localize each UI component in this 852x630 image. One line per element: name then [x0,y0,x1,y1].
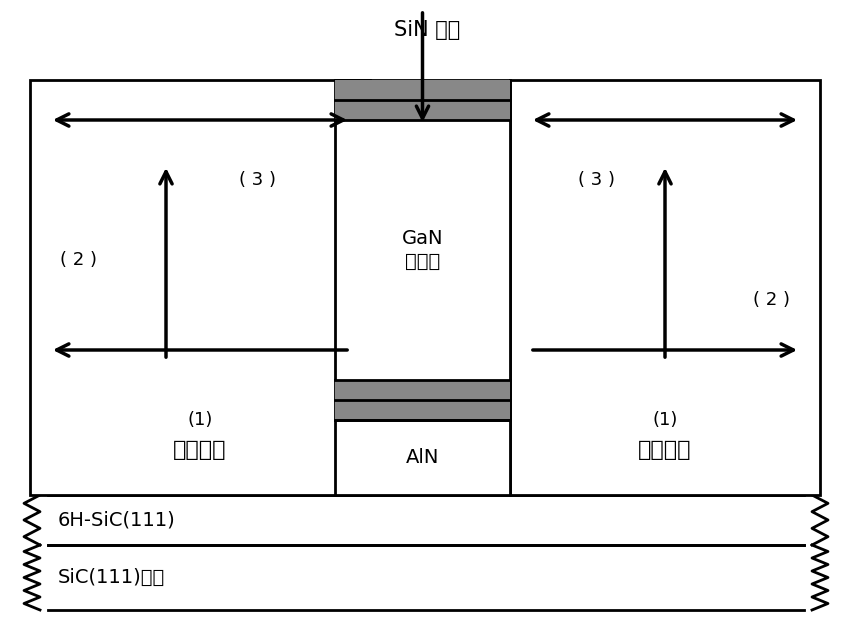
Text: AlN: AlN [406,448,439,467]
Bar [335,80,510,100]
Bar [335,80,510,495]
Text: (1): (1) [653,411,677,429]
Text: 悬挂生长: 悬挂生长 [173,440,227,460]
Text: 6H-SiC(111): 6H-SiC(111) [58,510,176,529]
Bar [30,80,370,495]
Bar [335,400,510,420]
Bar [335,100,510,120]
Text: SiN 掩膜: SiN 掩膜 [394,20,461,40]
Bar [510,80,820,495]
Text: 悬挂生长: 悬挂生长 [638,440,692,460]
Text: SiC(111)基片: SiC(111)基片 [58,568,165,587]
Text: ( 3 ): ( 3 ) [579,171,615,189]
Text: GaN
种子区: GaN 种子区 [402,229,443,270]
Text: ( 3 ): ( 3 ) [239,171,276,189]
Text: ( 2 ): ( 2 ) [753,291,790,309]
Bar [335,380,510,400]
Text: ( 2 ): ( 2 ) [60,251,97,269]
Text: (1): (1) [187,411,213,429]
